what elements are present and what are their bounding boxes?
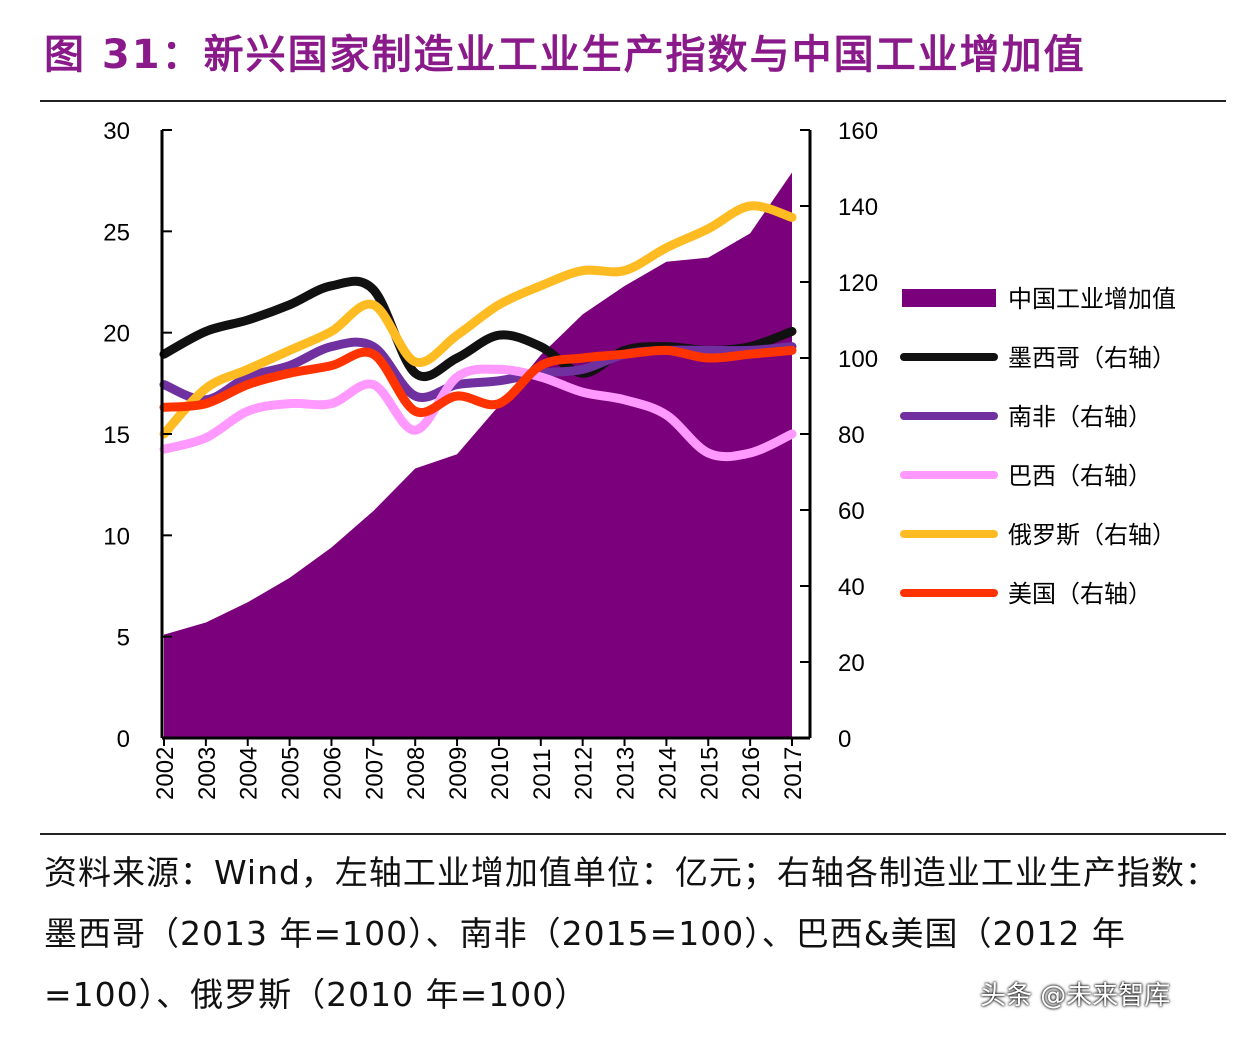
x-tick-label: 2002 — [152, 747, 179, 800]
x-tick-label: 2009 — [445, 747, 472, 800]
x-tick-label: 2013 — [613, 747, 640, 800]
watermark: 头条 @未来智库 — [980, 981, 1171, 1011]
left-tick-label: 10 — [103, 523, 130, 550]
x-tick-label: 2011 — [529, 748, 556, 800]
chart: 0 5 10 15 20 25 30 0 20 40 60 80 100 120 140 160 2002 200… — [103, 118, 1176, 800]
bottom-divider — [40, 833, 1226, 835]
line-series-4 — [159, 201, 797, 439]
legend-item: 俄罗斯（右轴） — [900, 521, 1176, 549]
left-tick-label: 15 — [103, 422, 130, 449]
area-china-industrial-value — [164, 172, 792, 738]
line-series-5 — [159, 345, 797, 418]
legend-label: 巴西（右轴） — [1008, 462, 1152, 490]
legend-item: 美国（右轴） — [900, 580, 1152, 608]
x-tick-label: 2006 — [319, 747, 346, 800]
legend-label: 俄罗斯（右轴） — [1008, 521, 1176, 549]
right-tick-label: 80 — [838, 422, 865, 449]
x-tick-label: 2012 — [571, 747, 598, 800]
legend-item: 中国工业增加值 — [902, 285, 1176, 313]
legend-item: 南非（右轴） — [900, 403, 1152, 431]
left-tick-label: 20 — [103, 321, 130, 348]
x-tick-label: 2007 — [361, 747, 388, 800]
legend-item: 巴西（右轴） — [900, 462, 1152, 490]
x-tick-label: 2010 — [487, 747, 514, 800]
right-tick-label: 100 — [838, 346, 878, 373]
x-tick-label: 2014 — [654, 747, 681, 800]
x-tick-label: 2004 — [236, 747, 263, 800]
x-tick-label: 2008 — [403, 747, 430, 800]
right-tick-label: 0 — [838, 726, 851, 753]
left-tick-label: 25 — [103, 219, 130, 246]
line-series-3 — [159, 364, 797, 462]
legend-label: 墨西哥（右轴） — [1008, 344, 1176, 372]
legend-label: 南非（右轴） — [1008, 403, 1152, 431]
x-tick-label: 2015 — [696, 747, 723, 800]
x-tick-label: 2003 — [194, 747, 221, 800]
chart-title: 图 31：新兴国家制造业工业生产指数与中国工业增加值 — [44, 32, 1086, 78]
left-tick-label: 0 — [117, 726, 130, 753]
left-tick-label: 5 — [117, 625, 130, 652]
right-tick-label: 60 — [838, 498, 865, 525]
right-tick-label: 160 — [838, 118, 878, 145]
legend-label: 美国（右轴） — [1008, 580, 1152, 608]
right-tick-label: 140 — [838, 194, 878, 221]
x-tick-label: 2016 — [738, 747, 765, 800]
right-tick-label: 40 — [838, 574, 865, 601]
source-note: 资料来源：Wind，左轴工业增加值单位：亿元；右轴各制造业工业生产指数：墨西哥（… — [44, 853, 1219, 1014]
right-tick-label: 120 — [838, 270, 878, 297]
top-divider — [40, 100, 1226, 102]
x-tick-label: 2005 — [278, 747, 305, 800]
left-tick-label: 30 — [103, 118, 130, 145]
right-tick-label: 20 — [838, 650, 865, 677]
legend-swatch — [902, 289, 996, 307]
x-tick-label: 2017 — [780, 747, 807, 800]
legend-label: 中国工业增加值 — [1008, 285, 1176, 313]
legend-item: 墨西哥（右轴） — [900, 344, 1176, 372]
